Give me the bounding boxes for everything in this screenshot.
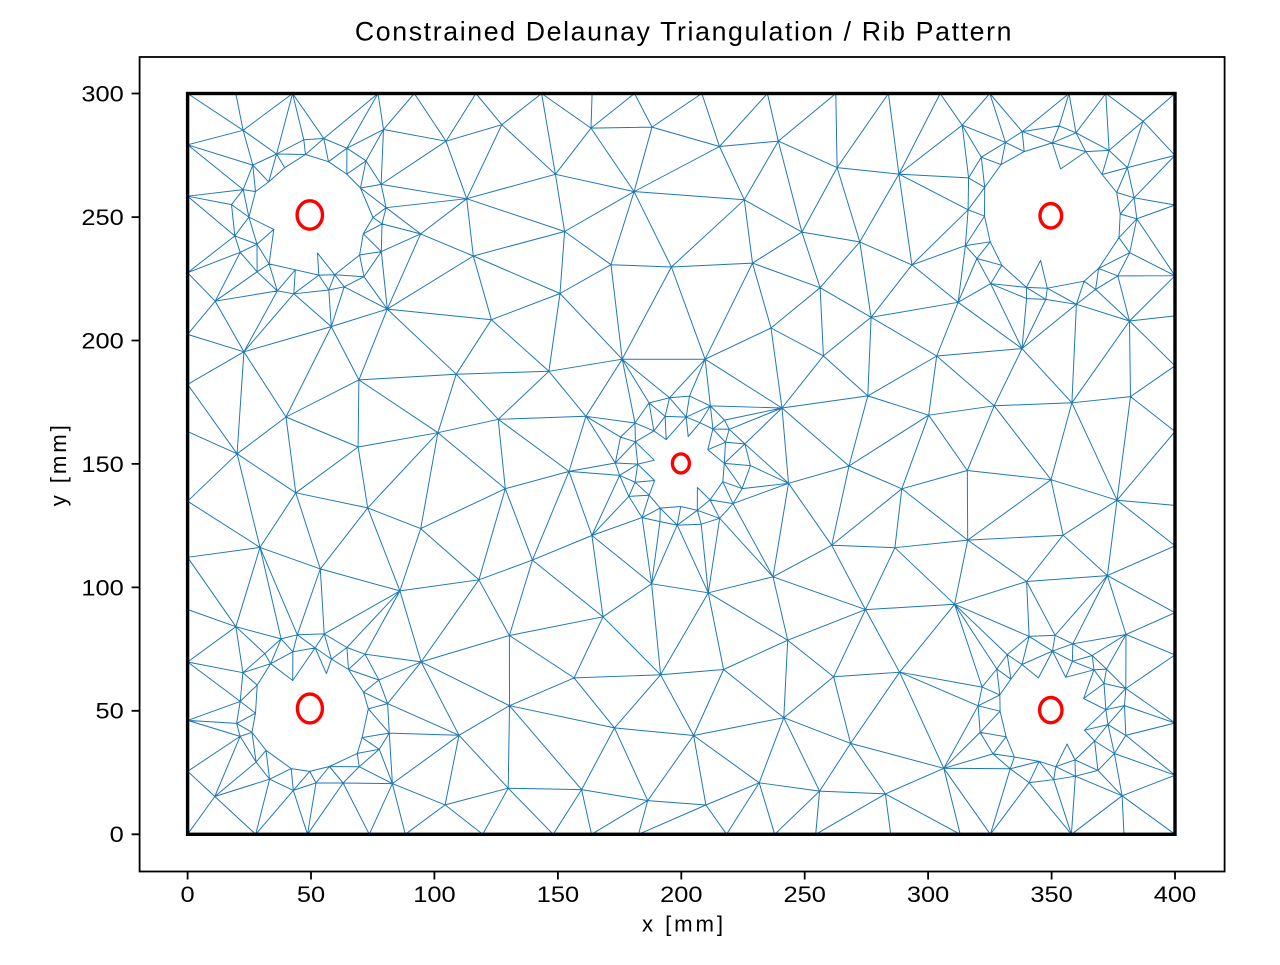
svg-text:0: 0: [110, 823, 124, 848]
svg-text:0: 0: [181, 882, 195, 907]
svg-text:300: 300: [907, 882, 949, 907]
svg-text:100: 100: [81, 576, 123, 601]
svg-text:x [mm]: x [mm]: [642, 912, 726, 937]
svg-text:250: 250: [81, 205, 123, 230]
svg-text:250: 250: [783, 882, 825, 907]
svg-text:300: 300: [81, 82, 123, 107]
svg-text:150: 150: [81, 452, 123, 477]
svg-text:y [mm]: y [mm]: [46, 422, 71, 506]
svg-text:Constrained Delaunay Triangula: Constrained Delaunay Triangulation / Rib…: [355, 17, 1013, 47]
svg-text:100: 100: [413, 882, 455, 907]
svg-text:200: 200: [81, 329, 123, 354]
svg-text:50: 50: [297, 882, 325, 907]
svg-text:200: 200: [660, 882, 702, 907]
svg-text:400: 400: [1154, 882, 1196, 907]
svg-text:50: 50: [96, 699, 124, 724]
svg-text:150: 150: [537, 882, 579, 907]
svg-text:350: 350: [1030, 882, 1072, 907]
